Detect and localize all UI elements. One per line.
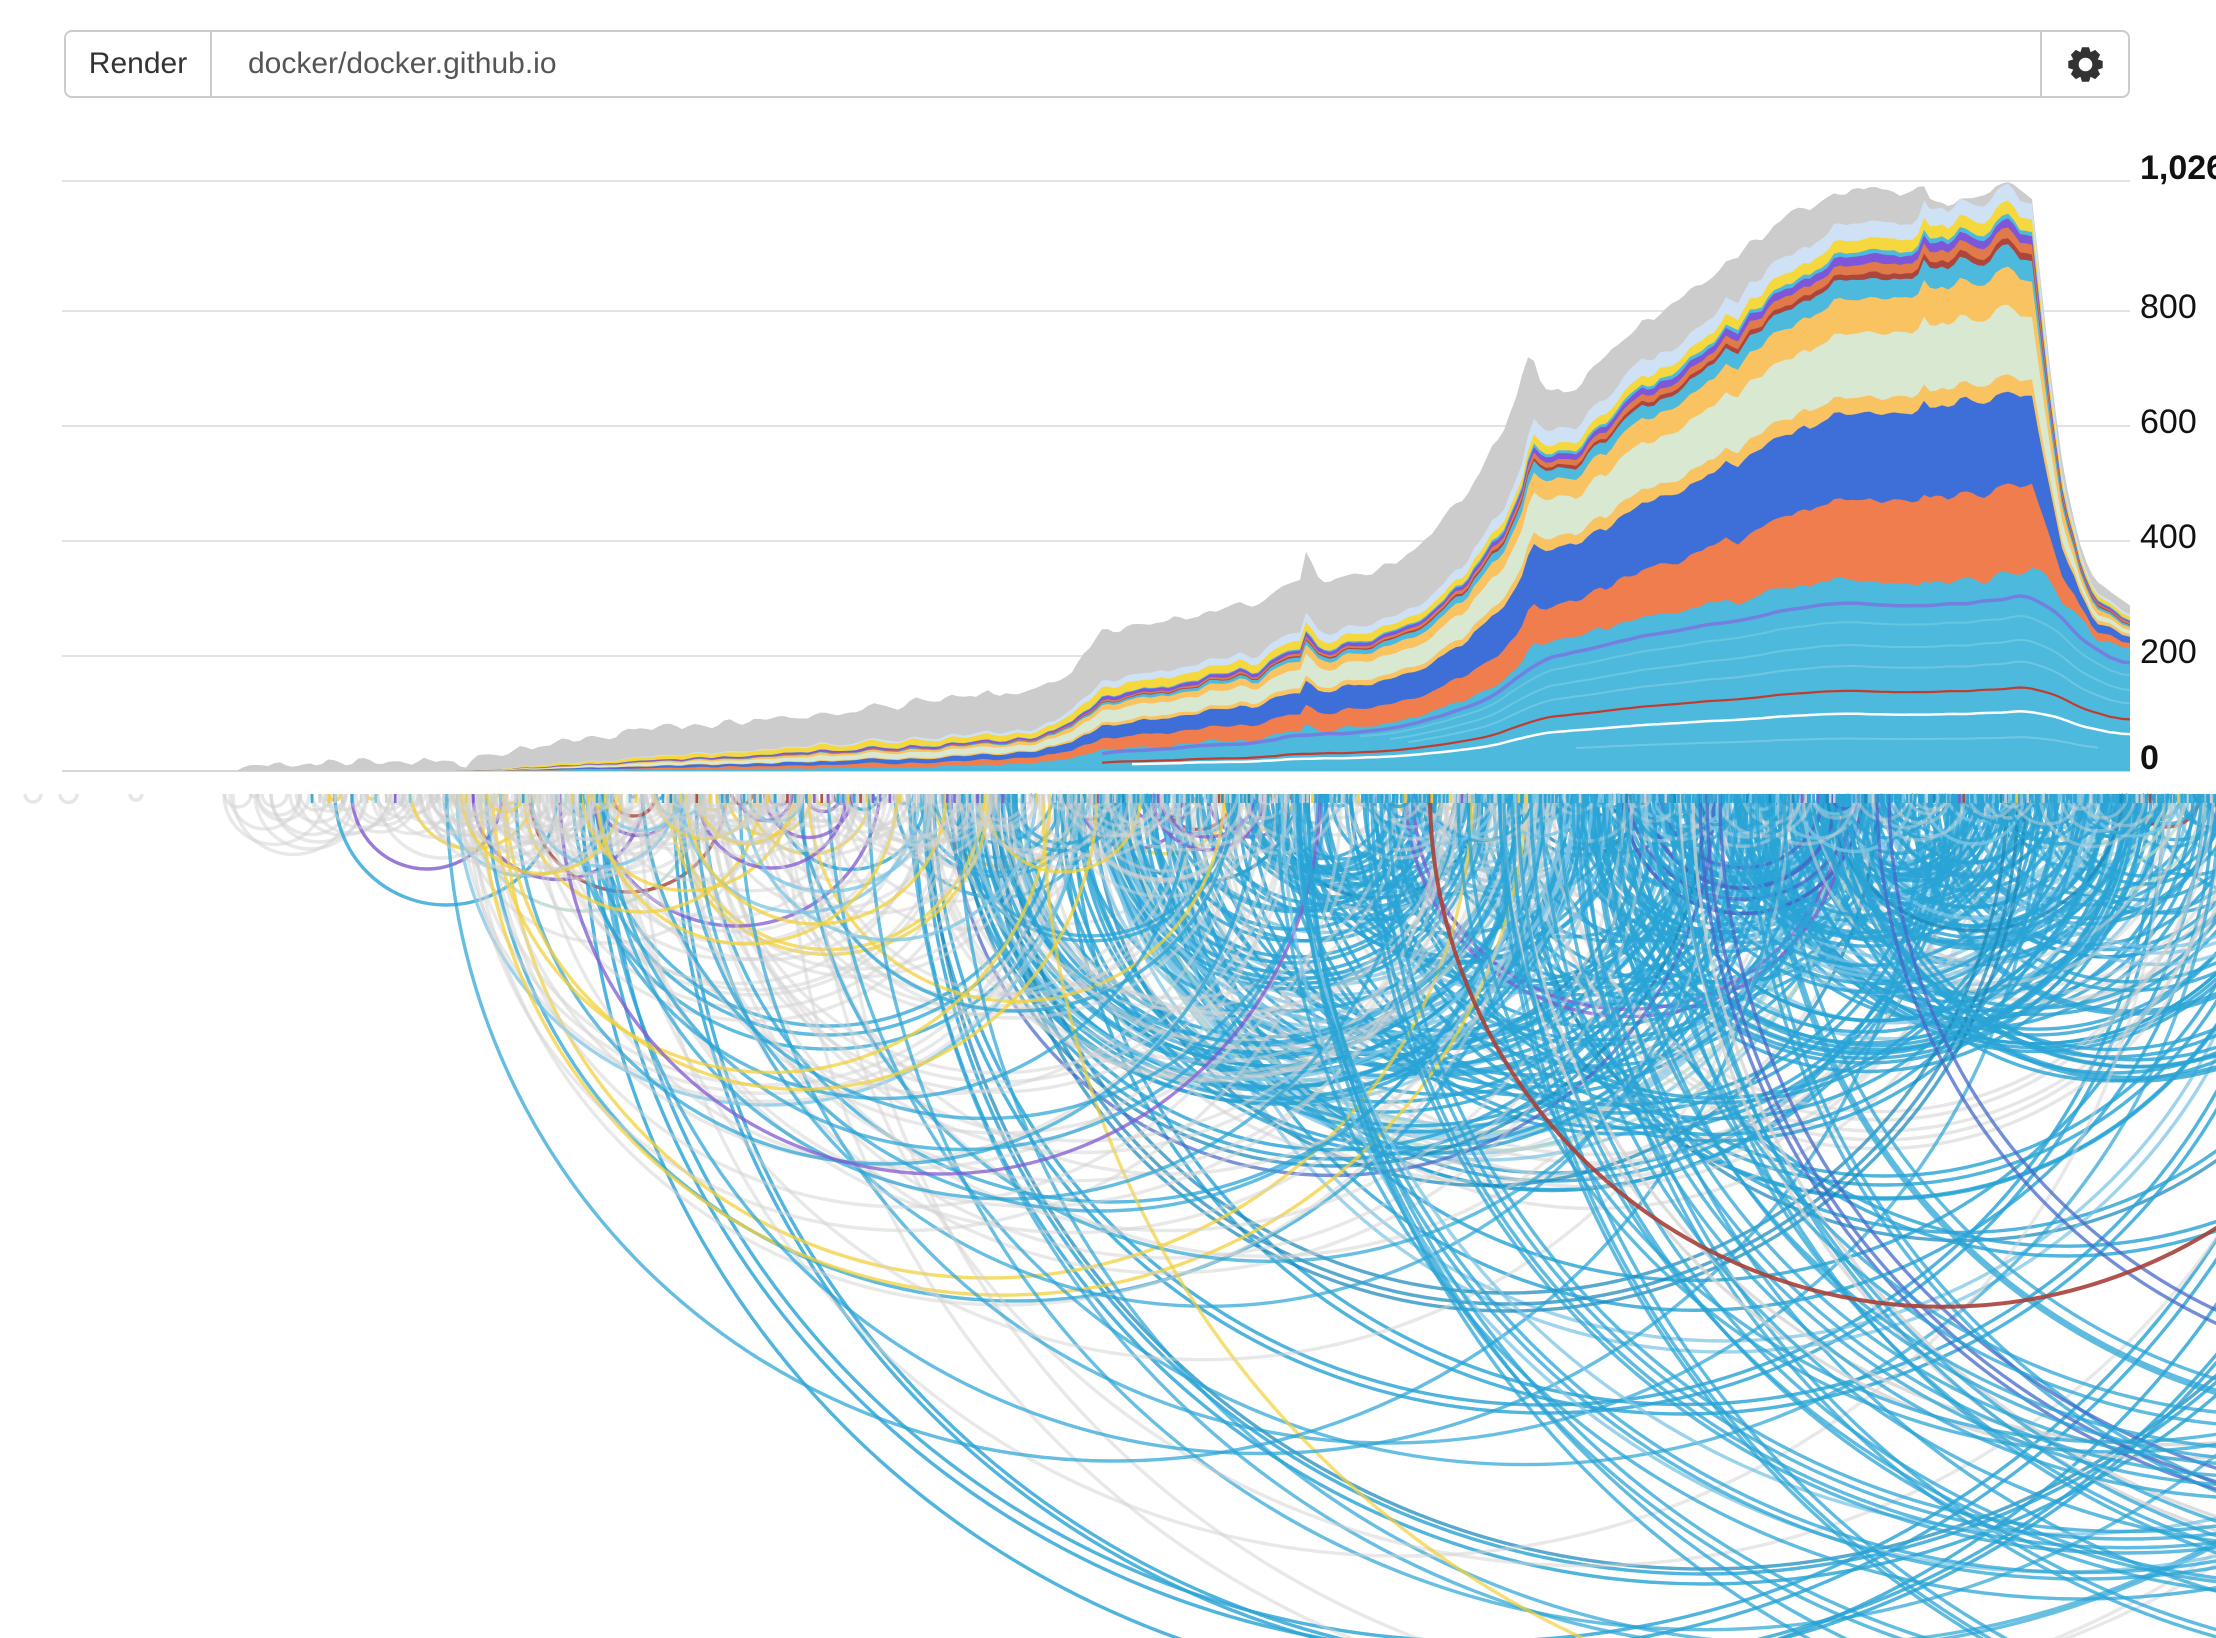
svg-text:1,026: 1,026	[2140, 149, 2216, 187]
svg-text:800: 800	[2140, 288, 2197, 326]
svg-text:200: 200	[2140, 633, 2197, 671]
svg-text:0: 0	[2140, 739, 2159, 777]
svg-text:400: 400	[2140, 518, 2197, 556]
svg-text:600: 600	[2140, 403, 2197, 441]
